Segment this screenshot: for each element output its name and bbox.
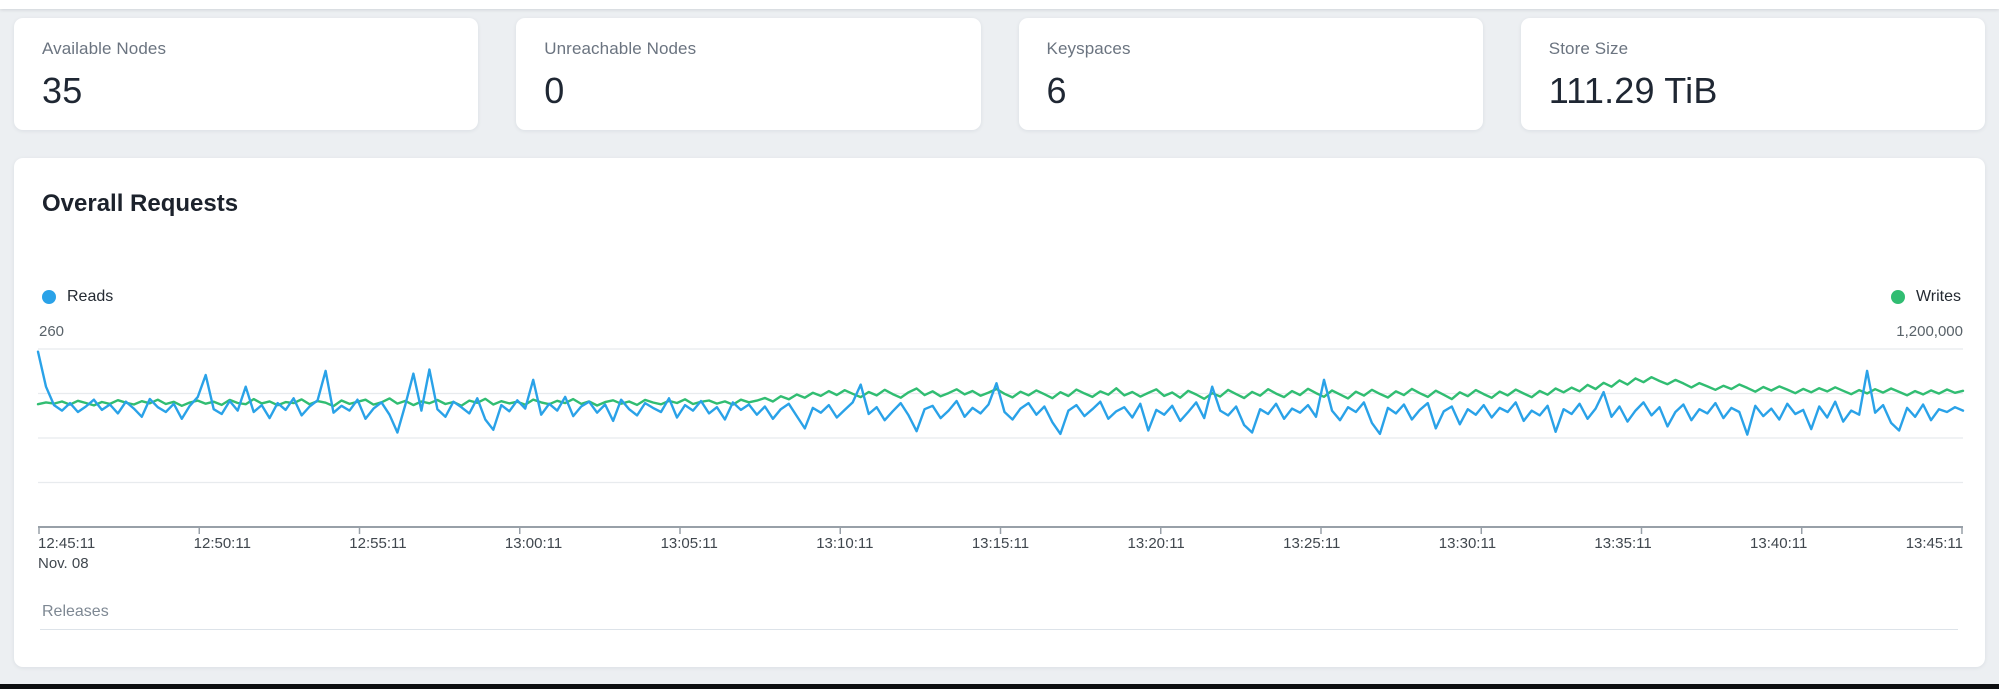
stat-label: Available Nodes: [42, 39, 167, 58]
x-tick-label: 13:30:11: [1438, 535, 1497, 552]
screen-bottom-edge: [0, 684, 1999, 689]
x-tick-label: 12:45:11: [38, 535, 96, 552]
window-top-strip: [0, 0, 1999, 9]
x-axis-date-label: Nov. 08: [38, 555, 89, 572]
requests-line-chart[interactable]: [36, 342, 1965, 534]
stat-label: Store Size: [1548, 39, 1629, 58]
x-tick-label: 13:20:11: [1127, 535, 1185, 552]
stat-value: 35: [42, 70, 83, 111]
chart-title: Overall Requests: [42, 190, 239, 217]
x-tick-label: 13:10:11: [816, 535, 874, 552]
stat-card-keyspaces: Keyspaces 6: [1018, 18, 1483, 130]
releases-label: Releases: [42, 603, 109, 620]
stat-value: 111.29 TiB: [1548, 70, 1718, 111]
legend-item-writes[interactable]: Writes: [1890, 288, 1961, 306]
x-tick-label: 13:40:11: [1750, 535, 1808, 552]
x-tick-label: 12:50:11: [193, 535, 251, 552]
stat-card-store-size: Store Size 111.29 TiB: [1520, 18, 1985, 130]
legend-item-reads[interactable]: Reads: [42, 288, 113, 306]
overall-requests-panel: Overall Requests Reads Writes 260 1,200,…: [14, 158, 1985, 667]
x-tick-label: 13:05:11: [660, 535, 718, 552]
stat-label: Unreachable Nodes: [544, 39, 697, 58]
axis-max-row: 260 1,200,000: [14, 322, 1985, 340]
x-tick-label: 12:55:11: [349, 535, 407, 552]
reads-legend-label: Reads: [67, 288, 114, 305]
stat-value: 6: [1046, 70, 1067, 111]
reads-legend-dot-icon: [42, 290, 56, 304]
x-tick-label: 13:45:11: [1905, 535, 1963, 552]
x-axis-tick-labels: 12:45:11 12:50:11 12:55:11 13:00:11 13:0…: [38, 535, 1963, 553]
requests-chart-plot[interactable]: [36, 342, 1965, 534]
x-tick-label: 13:00:11: [504, 535, 563, 552]
chart-legend: Reads Writes: [14, 286, 1985, 308]
stats-row: Available Nodes 35 Unreachable Nodes 0 K…: [14, 18, 1985, 130]
releases-track[interactable]: [40, 629, 1958, 630]
x-tick-label: 13:25:11: [1283, 535, 1341, 552]
x-tick-label: 13:15:11: [971, 535, 1030, 552]
right-axis-max-label: 1,200,000: [1896, 322, 1963, 340]
writes-legend-label: Writes: [1915, 288, 1961, 305]
stat-card-available-nodes: Available Nodes 35: [14, 18, 479, 130]
stat-card-unreachable-nodes: Unreachable Nodes 0: [516, 18, 981, 130]
left-axis-max-label: 260: [39, 322, 65, 340]
writes-legend-dot-icon: [1890, 290, 1905, 304]
stat-label: Keyspaces: [1046, 39, 1131, 58]
stat-value: 0: [544, 70, 565, 111]
x-tick-label: 13:35:11: [1594, 535, 1652, 552]
